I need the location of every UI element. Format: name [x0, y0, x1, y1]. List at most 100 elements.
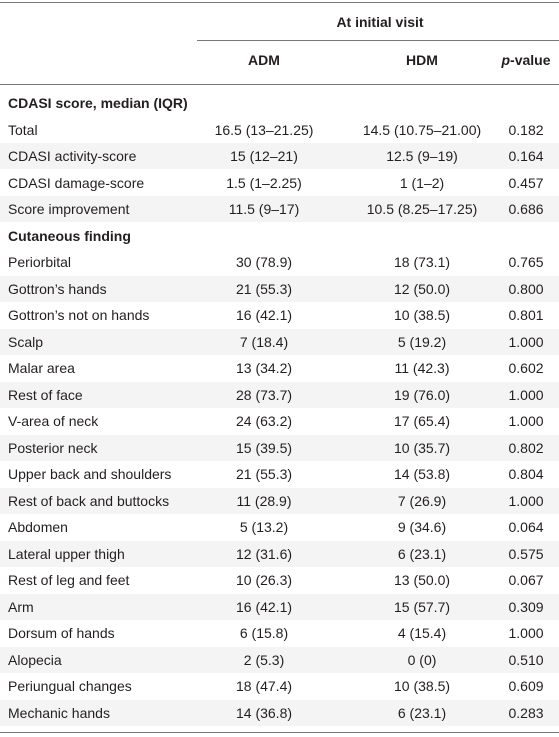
cell-value: 0.686 — [508, 201, 544, 217]
cell-value: 11 (42.3) — [394, 360, 450, 376]
row-label: Mechanic hands — [8, 704, 110, 721]
cell-value: 14.5 (10.75–21.00) — [362, 121, 482, 138]
row-label: CDASI damage-score — [8, 174, 145, 191]
cell-value: 1.000 — [508, 333, 544, 350]
cell-value: 0.801 — [508, 307, 544, 323]
cell-value: 0.283 — [508, 704, 544, 721]
cell-value: 0.804 — [508, 466, 544, 482]
row-label: Upper back and shoulders — [8, 466, 172, 482]
cell-value: 0.609 — [508, 678, 544, 694]
cell-value: 11 (28.9) — [236, 492, 292, 509]
cell-value: 0.575 — [508, 545, 544, 562]
cell-value: 16.5 (13–21.25) — [214, 121, 314, 138]
cell-value: 1 (1–2) — [399, 174, 445, 191]
row-shade — [0, 646, 559, 673]
row-label: Abdomen — [8, 519, 68, 535]
cell-value: 11.5 (9–17) — [228, 201, 300, 217]
cell-value: 0.182 — [508, 121, 544, 138]
row-label: Gottron’s not on hands — [8, 307, 150, 323]
cell-value: 24 (63.2) — [235, 413, 293, 429]
group-header: At initial visit — [336, 14, 424, 30]
row-label: Total — [8, 121, 38, 138]
cell-value: 0.309 — [508, 598, 544, 615]
group-rule — [197, 40, 559, 41]
row-label: Score improvement — [8, 201, 130, 217]
cell-value: 14 (36.8) — [235, 704, 293, 721]
cell-value: 10 (26.3) — [235, 572, 293, 588]
cell-value: 5 (19.2) — [397, 333, 447, 350]
cell-value: 15 (12–21) — [230, 148, 298, 164]
cell-value: 5 (13.2) — [239, 519, 289, 535]
p-rest: -value — [510, 52, 551, 68]
cell-value: 12 (50.0) — [393, 280, 451, 297]
cell-value: 0.067 — [508, 572, 544, 588]
cell-value: 12 (31.6) — [235, 545, 293, 562]
cell-value: 15 (39.5) — [235, 439, 293, 456]
cell-value: 10.5 (8.25–17.25) — [366, 201, 478, 217]
cell-value: 16 (42.1) — [235, 307, 293, 323]
cell-value: 6 (23.1) — [397, 545, 447, 562]
cell-value: 14 (53.8) — [393, 466, 451, 482]
row-shade — [0, 487, 559, 514]
row-label: Alopecia — [8, 651, 62, 668]
cell-value: 1.000 — [508, 386, 544, 403]
cell-value: 9 (34.6) — [397, 519, 447, 535]
row-label: Posterior neck — [8, 439, 98, 456]
row-shade — [0, 593, 559, 620]
row-label: Gottron’s hands — [8, 280, 107, 297]
cell-value: 19 (76.0) — [393, 386, 451, 403]
p-italic: p — [501, 52, 511, 68]
cell-value: 0.510 — [508, 651, 544, 668]
bottom-rule — [0, 732, 559, 733]
cell-value: 2 (5.3) — [243, 651, 285, 668]
cell-value: 0.602 — [508, 360, 544, 376]
cell-value: 0 (0) — [407, 651, 437, 668]
cell-value: 17 (65.4) — [393, 413, 451, 429]
row-label: Malar area — [8, 360, 75, 376]
row-label: CDASI activity-score — [8, 148, 137, 164]
cell-value: 6 (15.8) — [239, 625, 289, 641]
row-shade — [0, 328, 559, 355]
cell-value: 0.064 — [508, 519, 544, 535]
cell-value: 30 (78.9) — [235, 254, 293, 270]
section-title: Cutaneous finding — [8, 227, 131, 244]
cell-value: 1.000 — [508, 492, 544, 509]
cell-value: 13 (50.0) — [393, 572, 451, 588]
cell-value: 0.802 — [508, 439, 544, 456]
cell-value: 10 (38.5) — [393, 307, 451, 323]
column-header: p-value — [501, 47, 550, 73]
cell-value: 10 (38.5) — [393, 678, 451, 694]
row-shade — [0, 540, 559, 567]
cell-value: 21 (55.3) — [235, 466, 293, 482]
cell-value: 0.800 — [508, 280, 544, 297]
cell-value: 7 (18.4) — [239, 333, 289, 350]
row-shade — [0, 699, 559, 726]
cell-value: 21 (55.3) — [235, 280, 293, 297]
cell-value: 18 (73.1) — [393, 254, 451, 270]
row-label: V-area of neck — [8, 413, 99, 429]
cell-value: 0.164 — [508, 148, 544, 164]
row-label: Lateral upper thigh — [8, 545, 125, 562]
row-label: Scalp — [8, 333, 44, 350]
top-rule — [0, 2, 559, 3]
cell-value: 6 (23.1) — [397, 704, 447, 721]
row-shade — [0, 275, 559, 302]
row-shade — [0, 196, 559, 222]
row-label: Rest of leg and feet — [8, 572, 130, 588]
row-label: Rest of face — [8, 386, 83, 403]
cell-value: 0.457 — [508, 174, 544, 191]
cell-value: 0.765 — [508, 254, 544, 270]
cell-value: 1.000 — [508, 625, 544, 641]
row-shade — [0, 143, 559, 169]
row-shade — [0, 434, 559, 461]
cell-value: 7 (26.9) — [397, 492, 447, 509]
cell-value: 28 (73.7) — [235, 386, 293, 403]
cell-value: 13 (34.2) — [235, 360, 293, 376]
cell-value: 12.5 (9–19) — [386, 148, 458, 164]
section-title: CDASI score, median (IQR) — [8, 95, 188, 111]
cell-value: 1.000 — [508, 413, 544, 429]
cell-value: 15 (57.7) — [393, 598, 451, 615]
row-label: Periorbital — [8, 254, 72, 270]
column-header: ADM — [248, 52, 280, 68]
